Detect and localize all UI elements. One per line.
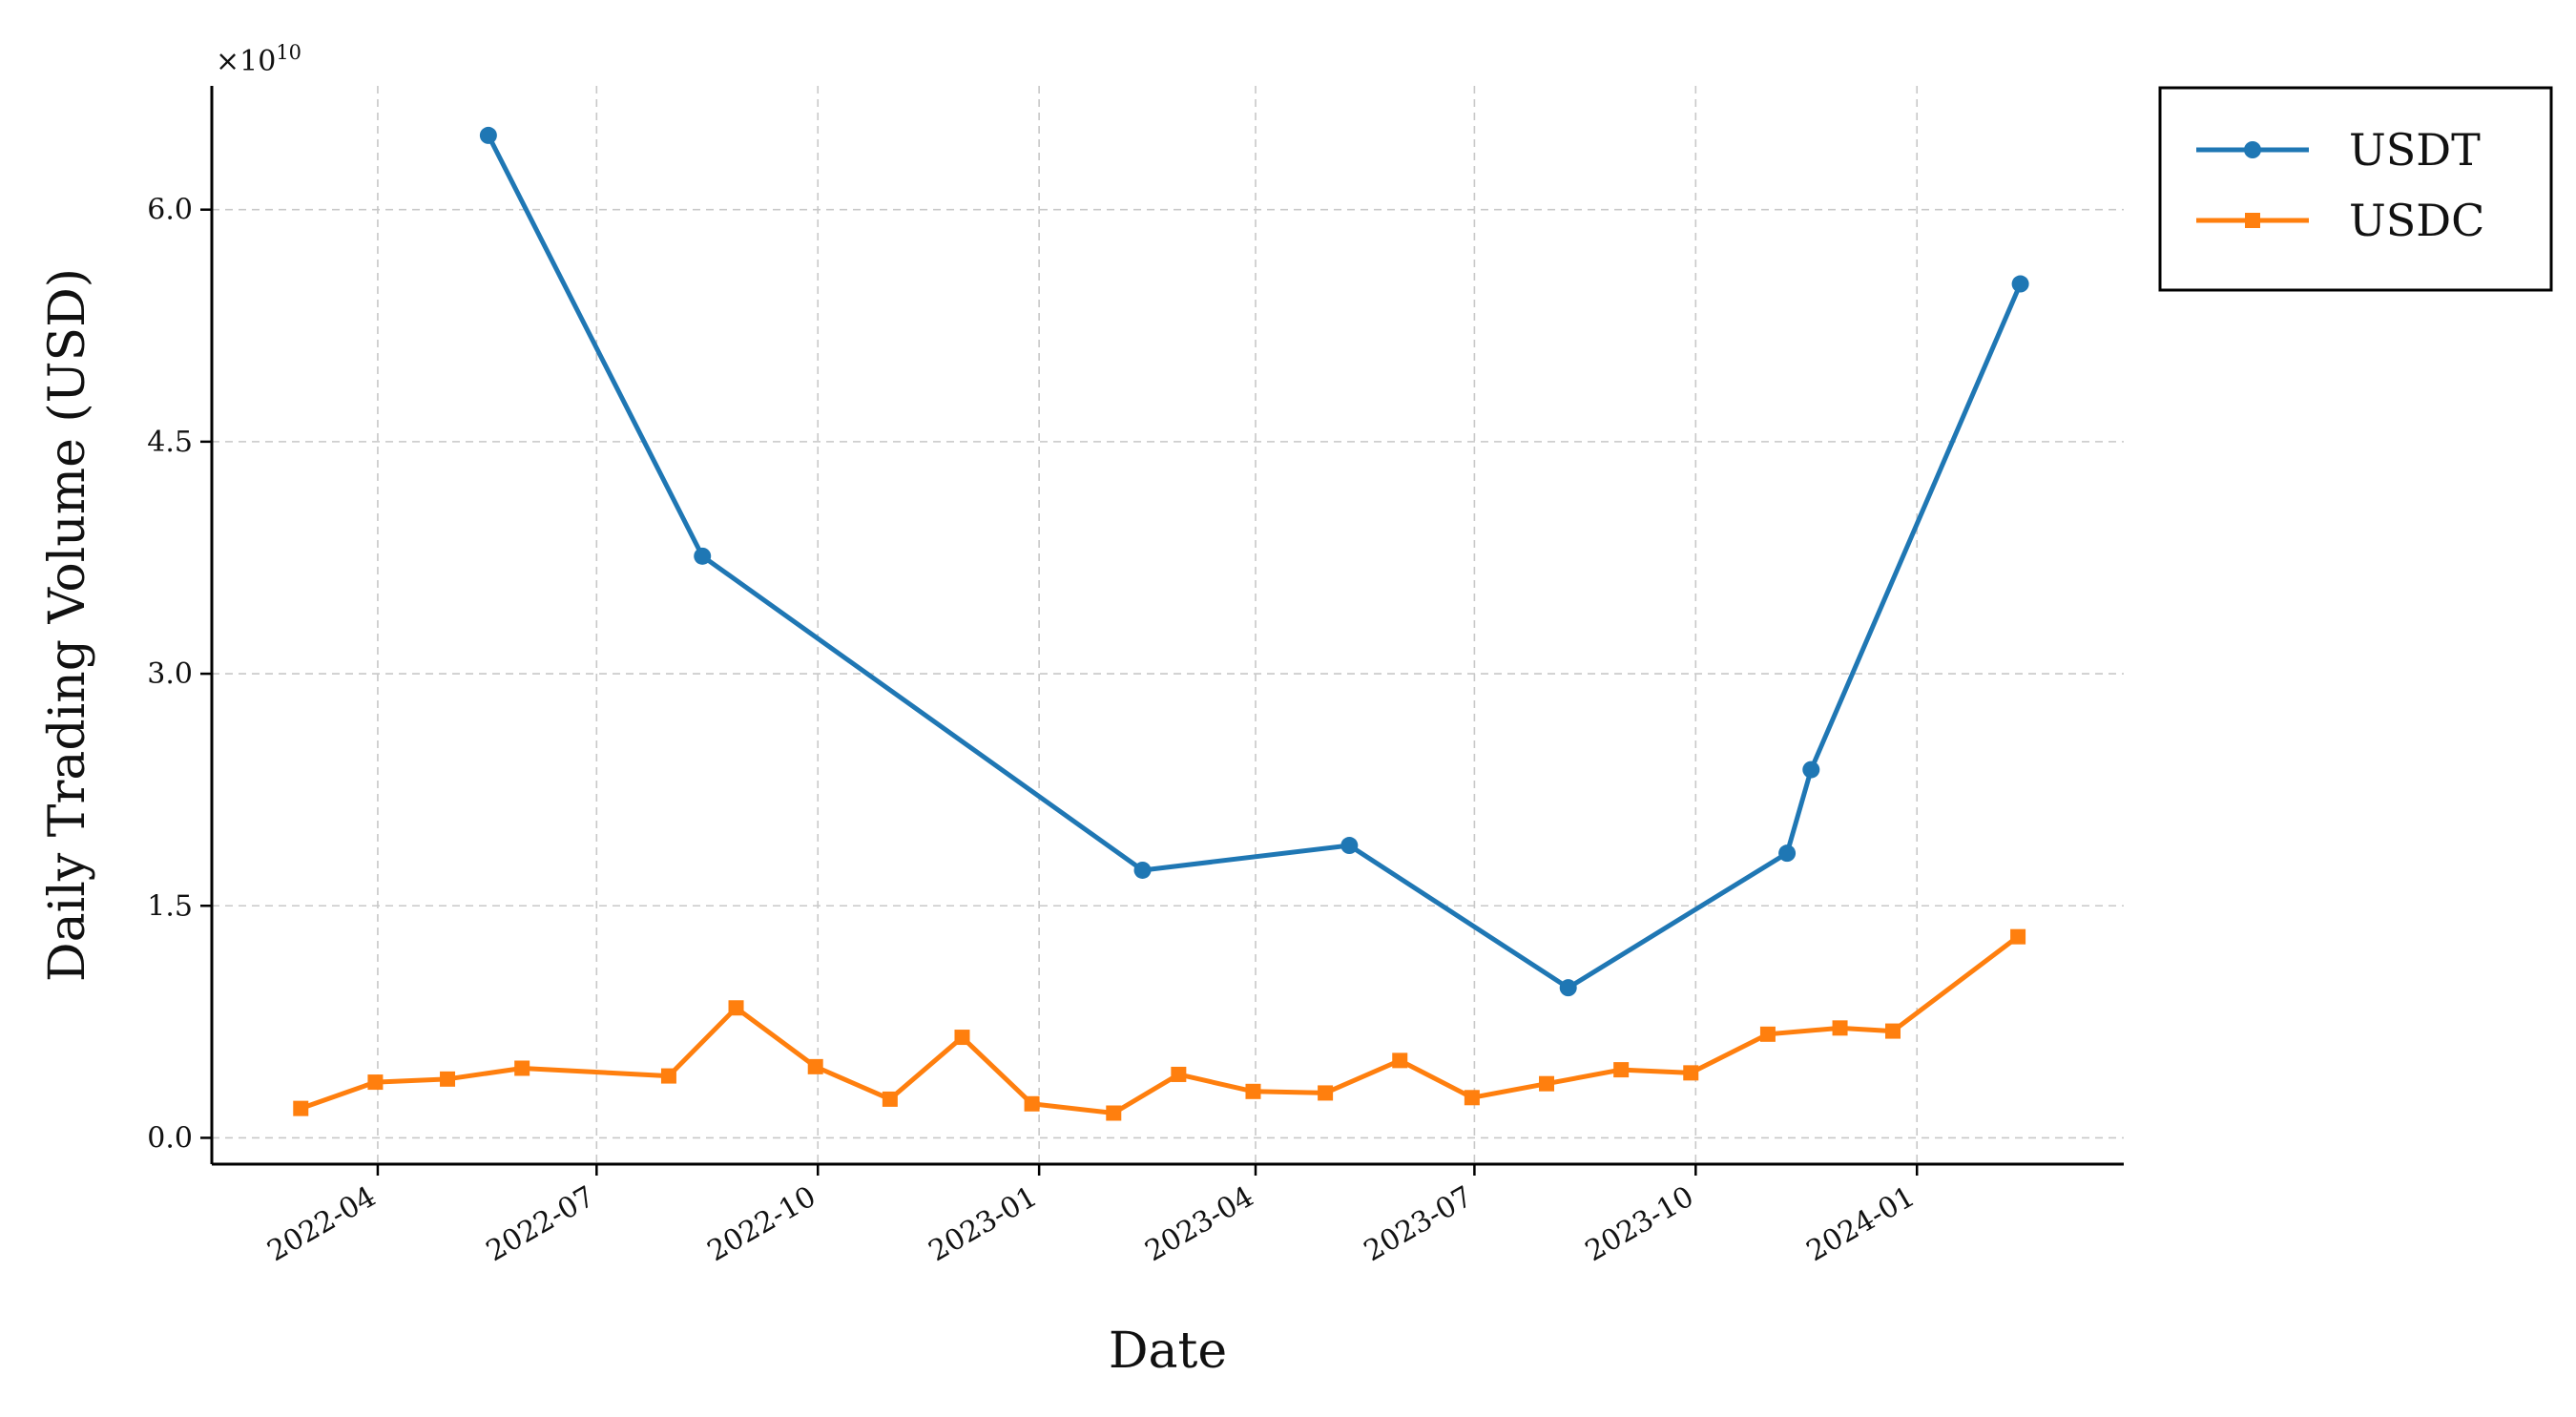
data-point-usdt — [1340, 837, 1359, 855]
data-point-usdc — [514, 1060, 530, 1076]
data-point-usdc — [1759, 1026, 1776, 1042]
data-point-usdc — [1318, 1085, 1334, 1101]
legend-marker-usdt — [2244, 141, 2261, 158]
x-tick-label: 2023-01 — [924, 1180, 1043, 1269]
data-point-usdc — [1106, 1105, 1122, 1121]
legend: USDT USDC — [2158, 86, 2553, 292]
y-tick-label: 3.0 — [147, 657, 193, 691]
data-point-usdt — [1802, 761, 1820, 779]
data-point-usdc — [1539, 1075, 1555, 1092]
data-point-usdt — [1559, 979, 1577, 997]
data-point-usdc — [807, 1058, 823, 1074]
data-point-usdc — [1245, 1083, 1261, 1099]
y-tick-label: 1.5 — [147, 889, 193, 923]
data-point-usdt — [694, 547, 712, 565]
y-tick-label: 0.0 — [147, 1121, 193, 1155]
data-point-usdc — [1464, 1090, 1480, 1106]
series-line-usdc — [300, 934, 2020, 1115]
data-point-usdc — [1392, 1052, 1408, 1069]
y-tick-label: 6.0 — [147, 194, 193, 227]
data-point-usdc — [882, 1091, 898, 1107]
x-tick-label: 2023-07 — [1359, 1180, 1478, 1269]
data-point-usdc — [1885, 1023, 1901, 1039]
data-point-usdc — [1171, 1066, 1187, 1082]
plot-area — [293, 126, 2029, 1121]
legend-marker-usdc — [2245, 213, 2260, 228]
data-point-usdc — [367, 1074, 384, 1091]
data-point-usdc — [2010, 928, 2026, 945]
data-point-usdt — [2011, 275, 2029, 293]
data-point-usdc — [1683, 1065, 1699, 1081]
data-point-usdc — [954, 1030, 970, 1046]
legend-item-usdc: USDC — [2196, 195, 2484, 246]
x-tick-label: 2022-04 — [261, 1180, 381, 1269]
x-axis-title: Date — [1109, 1323, 1227, 1380]
data-point-usdt — [1133, 861, 1152, 879]
data-point-usdc — [293, 1100, 309, 1116]
y-axis-title: Daily Trading Volume (USD) — [39, 268, 96, 982]
series-usdt — [479, 126, 2029, 997]
x-tick-label: 2022-10 — [702, 1180, 821, 1269]
x-tick-label: 2022-07 — [481, 1180, 600, 1269]
data-point-usdc — [660, 1068, 676, 1084]
x-tick-label: 2023-10 — [1580, 1180, 1699, 1269]
legend-label-usdc: USDC — [2349, 195, 2484, 246]
y-multiplier: ×1010 — [216, 41, 301, 78]
data-point-usdt — [1778, 844, 1797, 863]
y-tick-label: 4.5 — [147, 426, 193, 459]
data-point-usdc — [728, 1000, 744, 1016]
legend-item-usdt: USDT — [2196, 124, 2481, 176]
legend-box — [2158, 86, 2553, 292]
data-point-usdc — [1024, 1095, 1040, 1112]
data-point-usdc — [1613, 1062, 1630, 1078]
x-tick-label: 2024-01 — [1801, 1180, 1921, 1269]
x-ticks: 2022-04 2022-07 2022-10 2023-01 2023-04 2023-… — [261, 1164, 1921, 1268]
series-line-usdt — [486, 134, 2023, 990]
series-usdc — [293, 928, 2026, 1121]
y-ticks: 0.0 1.5 3.0 4.5 6.0 — [147, 194, 212, 1155]
axes — [210, 86, 2124, 1166]
y-multiplier-exponent: 10 — [276, 41, 301, 64]
grid — [212, 86, 2124, 1164]
data-point-usdc — [1832, 1020, 1848, 1036]
x-tick-label: 2023-04 — [1140, 1180, 1259, 1269]
data-point-usdt — [479, 126, 497, 144]
legend-label-usdt: USDT — [2349, 124, 2481, 176]
data-point-usdc — [440, 1071, 456, 1087]
